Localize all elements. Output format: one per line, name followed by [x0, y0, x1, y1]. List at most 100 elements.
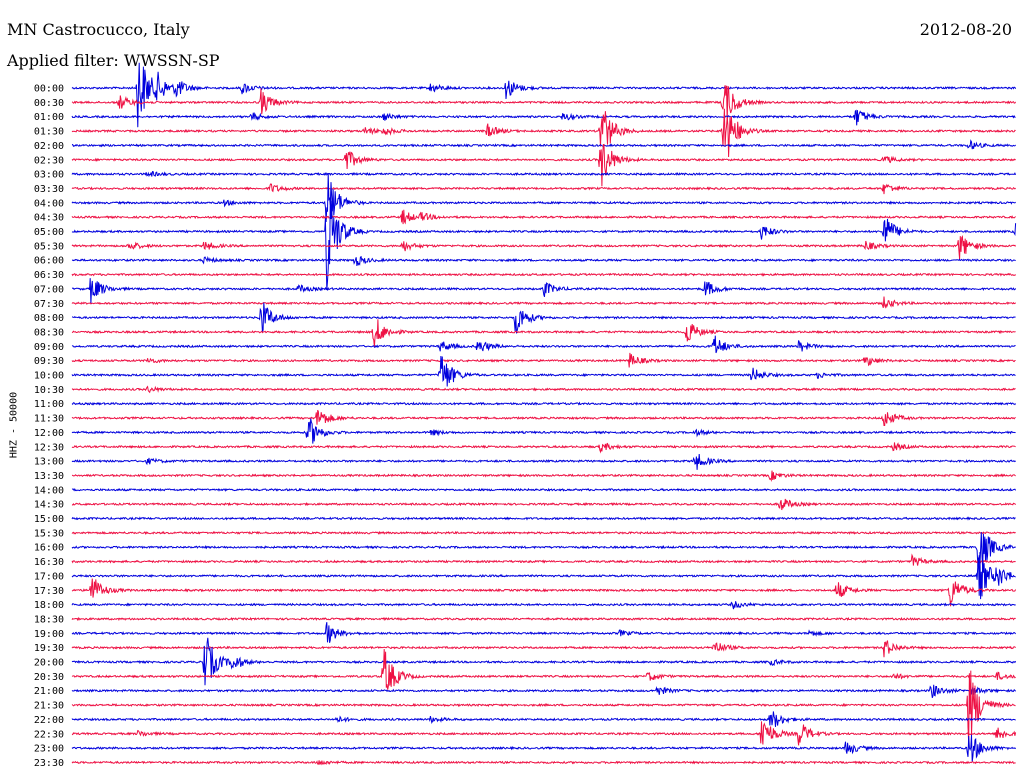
- trace-row: [71, 578, 1017, 607]
- filter-label: Applied filter: WWSSN-SP: [7, 51, 220, 70]
- trace-row: [71, 278, 1017, 304]
- row-label: 04:30: [34, 213, 64, 224]
- trace-row: [71, 711, 1016, 727]
- station-title: MN Castrocucco, Italy: [7, 20, 190, 39]
- trace-row: [71, 272, 1016, 277]
- trace-row: [71, 85, 1017, 123]
- row-label: 13:30: [34, 471, 64, 482]
- row-label: 05:30: [34, 241, 64, 252]
- row-label: 14:30: [34, 500, 64, 511]
- trace-row: [71, 442, 1016, 454]
- row-label: 06:30: [34, 270, 64, 281]
- trace-row: [71, 255, 1016, 266]
- row-label: 15:00: [34, 514, 64, 525]
- row-label: 04:00: [34, 198, 64, 209]
- row-label: 16:00: [34, 543, 64, 554]
- row-label: 10:00: [34, 371, 64, 382]
- row-label: 08:00: [34, 313, 64, 324]
- trace-row: [71, 616, 1016, 622]
- date-label: 2012-08-20: [919, 20, 1012, 39]
- row-label: 09:30: [34, 356, 64, 367]
- row-label: 20:30: [34, 672, 64, 683]
- trace-row: [71, 453, 1016, 470]
- trace-row: [71, 409, 1016, 426]
- row-label: 03:30: [34, 184, 64, 195]
- row-label: 11:00: [34, 399, 64, 410]
- row-label: 02:00: [34, 141, 64, 152]
- row-label: 21:00: [34, 686, 64, 697]
- trace-row: [71, 498, 1016, 511]
- row-label: 01:00: [34, 112, 64, 123]
- row-label: 18:00: [34, 600, 64, 611]
- row-label: 00:00: [34, 84, 64, 95]
- row-label: 23:00: [34, 744, 64, 755]
- trace-row: [71, 670, 1016, 744]
- row-label: 22:00: [34, 715, 64, 726]
- row-label: 18:30: [34, 614, 64, 625]
- row-label: 05:00: [34, 227, 64, 238]
- trace-row: [71, 530, 1016, 535]
- row-label: 20:00: [34, 658, 64, 669]
- row-label: 03:00: [34, 170, 64, 181]
- trace-row: [71, 760, 1016, 766]
- trace-row: [71, 734, 1017, 762]
- trace-row: [71, 109, 1016, 126]
- row-label: 22:30: [34, 729, 64, 740]
- row-label: 06:00: [34, 256, 64, 267]
- row-label: 08:30: [34, 327, 64, 338]
- row-label: 12:30: [34, 442, 64, 453]
- trace-row: [71, 108, 1016, 158]
- trace-row: [71, 552, 1016, 600]
- trace-row: [71, 601, 1016, 610]
- row-label: 00:30: [34, 98, 64, 109]
- row-label: 15:30: [34, 528, 64, 539]
- row-label: 13:00: [34, 457, 64, 468]
- trace-row: [71, 143, 1016, 187]
- row-label: 07:00: [34, 284, 64, 295]
- trace-row: [71, 516, 1016, 521]
- trace-row: [71, 532, 1016, 570]
- row-label: 12:00: [34, 428, 64, 439]
- trace-row: [71, 352, 1016, 368]
- trace-row: [71, 296, 1016, 309]
- trace-row: [71, 487, 1017, 492]
- trace-row: [71, 401, 1017, 406]
- trace-row: [71, 62, 1017, 128]
- trace-row: [71, 640, 1016, 658]
- row-label: 17:00: [34, 571, 64, 582]
- trace-row: [71, 637, 1017, 686]
- trace-row: [71, 139, 1016, 150]
- row-label: 19:30: [34, 643, 64, 654]
- row-label: 02:30: [34, 155, 64, 166]
- trace-row: [71, 385, 1016, 394]
- row-label: 09:00: [34, 342, 64, 353]
- trace-row: [71, 648, 1016, 690]
- row-label: 07:30: [34, 299, 64, 310]
- trace-row: [71, 553, 1016, 566]
- row-label: 23:30: [34, 758, 64, 769]
- row-label: 19:00: [34, 629, 64, 640]
- trace-row: [71, 173, 1016, 223]
- trace-row: [71, 355, 1016, 387]
- trace-row: [71, 470, 1016, 482]
- trace-row: [71, 622, 1017, 643]
- trace-row: [71, 418, 1016, 444]
- row-label: 16:30: [34, 557, 64, 568]
- trace-row: [71, 235, 1017, 260]
- row-label: 21:30: [34, 701, 64, 712]
- row-label: 11:30: [34, 414, 64, 425]
- row-label: 14:00: [34, 485, 64, 496]
- trace-row: [71, 335, 1016, 354]
- row-label: 01:30: [34, 127, 64, 138]
- trace-row: [71, 197, 1017, 290]
- row-label: 10:30: [34, 385, 64, 396]
- trace-row: [71, 183, 1016, 195]
- row-label: 17:30: [34, 586, 64, 597]
- trace-row: [71, 684, 1017, 698]
- trace-row: [71, 302, 1016, 334]
- trace-row: [71, 721, 1017, 746]
- trace-row: [71, 209, 1016, 225]
- trace-row: [71, 171, 1017, 178]
- trace-row: [71, 319, 1016, 348]
